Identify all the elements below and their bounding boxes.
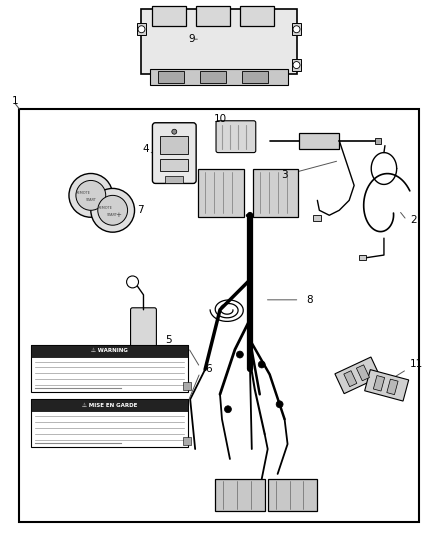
Bar: [159, 71, 184, 83]
Bar: [268, 479, 318, 511]
Bar: [152, 6, 186, 26]
Bar: [357, 365, 370, 381]
Bar: [31, 399, 188, 447]
Circle shape: [91, 188, 134, 232]
Bar: [150, 69, 288, 85]
Bar: [292, 59, 301, 71]
FancyBboxPatch shape: [335, 357, 380, 394]
Bar: [359, 255, 366, 260]
Circle shape: [293, 62, 300, 69]
Bar: [375, 138, 381, 144]
Circle shape: [172, 129, 177, 134]
Circle shape: [138, 26, 145, 33]
Bar: [200, 71, 226, 83]
FancyBboxPatch shape: [152, 123, 196, 183]
Text: +: +: [116, 212, 122, 219]
Bar: [31, 399, 188, 411]
Bar: [300, 133, 339, 149]
Bar: [292, 23, 301, 35]
Circle shape: [258, 361, 265, 368]
Text: 7: 7: [137, 205, 144, 215]
Text: 11: 11: [410, 359, 424, 369]
Text: 10: 10: [213, 114, 226, 124]
Text: 8: 8: [306, 295, 313, 305]
Text: 4: 4: [142, 143, 149, 154]
Bar: [165, 176, 183, 183]
Bar: [196, 6, 230, 26]
FancyBboxPatch shape: [131, 308, 156, 352]
Bar: [31, 345, 188, 357]
Circle shape: [98, 196, 127, 225]
FancyBboxPatch shape: [253, 168, 298, 217]
Bar: [137, 23, 146, 35]
Circle shape: [69, 173, 113, 217]
FancyBboxPatch shape: [365, 369, 409, 401]
Text: 6: 6: [205, 365, 212, 375]
Circle shape: [293, 26, 300, 33]
Bar: [19, 109, 419, 522]
Text: ⚠ MISE EN GARDE: ⚠ MISE EN GARDE: [82, 403, 138, 408]
Bar: [314, 215, 321, 221]
Circle shape: [127, 276, 138, 288]
Bar: [373, 376, 385, 391]
Text: START: START: [85, 198, 96, 203]
Bar: [183, 382, 191, 390]
Bar: [215, 479, 265, 511]
Text: 2: 2: [410, 215, 417, 225]
Circle shape: [224, 406, 231, 413]
Text: REMOTE: REMOTE: [75, 191, 90, 196]
Text: START: START: [107, 213, 118, 217]
FancyBboxPatch shape: [198, 168, 244, 217]
Bar: [141, 10, 297, 74]
Text: 9: 9: [189, 34, 195, 44]
Text: REMOTE: REMOTE: [97, 206, 112, 211]
Text: 3: 3: [281, 171, 288, 181]
Bar: [160, 136, 188, 154]
Bar: [240, 6, 274, 26]
Bar: [387, 379, 398, 394]
Bar: [242, 71, 268, 83]
Text: 5: 5: [165, 335, 172, 345]
Bar: [31, 345, 188, 392]
Circle shape: [237, 351, 244, 358]
Circle shape: [276, 401, 283, 408]
Bar: [160, 158, 188, 171]
Circle shape: [76, 181, 106, 211]
FancyBboxPatch shape: [216, 121, 256, 152]
Text: 1: 1: [12, 96, 18, 106]
Bar: [183, 437, 191, 445]
Bar: [344, 371, 357, 387]
Text: ⚠ WARNING: ⚠ WARNING: [91, 348, 128, 353]
